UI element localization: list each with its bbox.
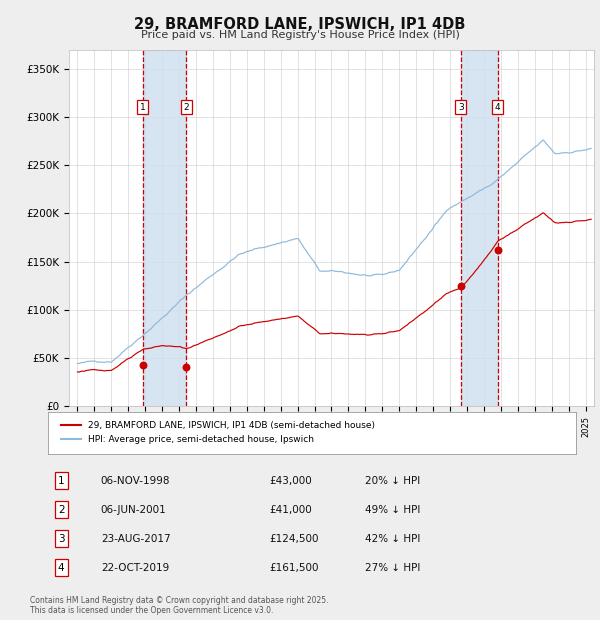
Point — [138, 360, 148, 370]
Text: 1: 1 — [58, 476, 65, 485]
Point — [182, 361, 191, 371]
Text: 42% ↓ HPI: 42% ↓ HPI — [365, 534, 420, 544]
Bar — [461, 50, 497, 406]
Point — [456, 281, 466, 291]
Text: 22-OCT-2019: 22-OCT-2019 — [101, 562, 169, 573]
Text: Contains HM Land Registry data © Crown copyright and database right 2025.
This d: Contains HM Land Registry data © Crown c… — [30, 596, 329, 615]
Text: 06-JUN-2001: 06-JUN-2001 — [101, 505, 167, 515]
Text: 27% ↓ HPI: 27% ↓ HPI — [365, 562, 420, 573]
Text: 3: 3 — [58, 534, 65, 544]
Text: 4: 4 — [58, 562, 65, 573]
Text: 4: 4 — [495, 103, 500, 112]
Text: £41,000: £41,000 — [270, 505, 313, 515]
Text: Price paid vs. HM Land Registry's House Price Index (HPI): Price paid vs. HM Land Registry's House … — [140, 30, 460, 40]
Text: 2: 2 — [184, 103, 189, 112]
Text: 2: 2 — [58, 505, 65, 515]
Text: 20% ↓ HPI: 20% ↓ HPI — [365, 476, 420, 485]
Text: 06-NOV-1998: 06-NOV-1998 — [101, 476, 170, 485]
Text: 23-AUG-2017: 23-AUG-2017 — [101, 534, 170, 544]
Text: £161,500: £161,500 — [270, 562, 319, 573]
Text: £43,000: £43,000 — [270, 476, 313, 485]
Text: 29, BRAMFORD LANE, IPSWICH, IP1 4DB: 29, BRAMFORD LANE, IPSWICH, IP1 4DB — [134, 17, 466, 32]
Point — [493, 246, 502, 255]
Text: 3: 3 — [458, 103, 464, 112]
Legend: 29, BRAMFORD LANE, IPSWICH, IP1 4DB (semi-detached house), HPI: Average price, s: 29, BRAMFORD LANE, IPSWICH, IP1 4DB (sem… — [58, 417, 379, 448]
Bar — [143, 50, 187, 406]
Text: 1: 1 — [140, 103, 146, 112]
Text: 49% ↓ HPI: 49% ↓ HPI — [365, 505, 420, 515]
Text: £124,500: £124,500 — [270, 534, 319, 544]
